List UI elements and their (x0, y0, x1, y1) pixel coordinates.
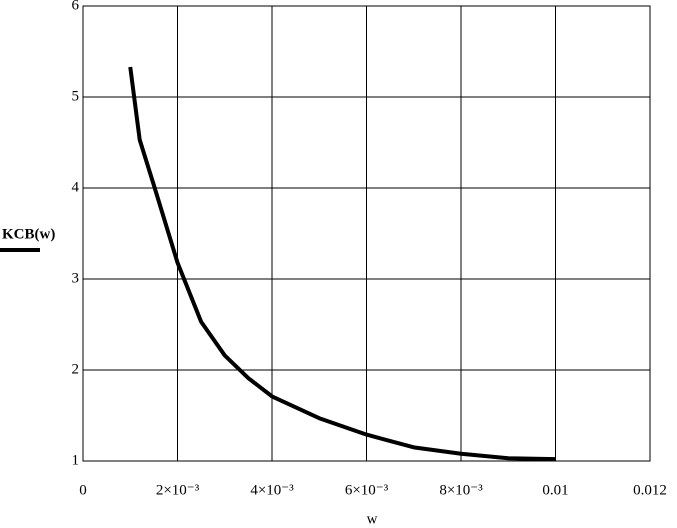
legend-label: KCB(w) (2, 226, 55, 242)
x-tick-label: 2×10⁻³ (156, 482, 200, 498)
x-axis-label: w (367, 511, 378, 527)
x-tick-label: 6×10⁻³ (345, 482, 389, 498)
x-tick-label: 8×10⁻³ (439, 482, 483, 498)
y-tick-label: 6 (72, 0, 80, 13)
y-tick-label: 3 (72, 270, 80, 286)
x-tick-label: 0.01 (542, 482, 568, 498)
data-line (128, 66, 556, 462)
y-tick-label: 2 (72, 361, 80, 377)
y-tick-label: 5 (72, 88, 80, 104)
plot-frame (82, 5, 651, 462)
x-tick-label: 4×10⁻³ (250, 482, 294, 498)
y-tick-label: 1 (72, 452, 80, 468)
y-tick-label: 4 (72, 179, 80, 195)
x-tick-label: 0.012 (633, 482, 667, 498)
x-tick-label: 0 (79, 482, 87, 498)
